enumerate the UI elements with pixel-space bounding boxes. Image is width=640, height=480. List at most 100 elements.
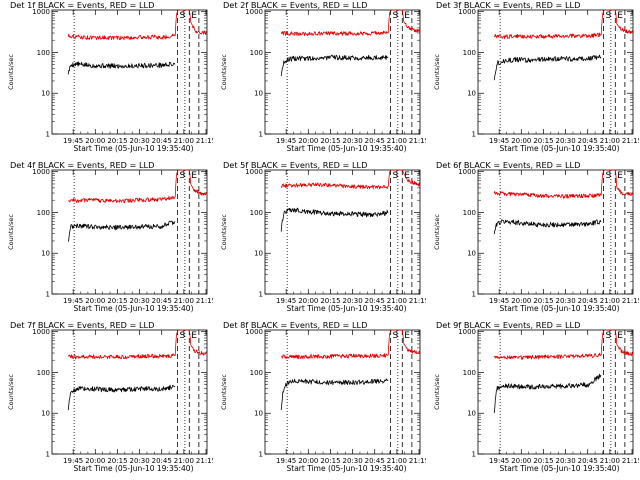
x-tick-label: 20:45: [365, 297, 385, 305]
marker-label-s: S: [179, 171, 185, 181]
y-tick-label: 1: [259, 451, 263, 459]
panel-det-2f: Det 2f BLACK = Events, RED = LLD Counts/s…: [213, 0, 426, 160]
x-tick-label: 20:30: [342, 457, 362, 465]
x-tick-label: 20:00: [85, 457, 105, 465]
panel-det-7f: Det 7f BLACK = Events, RED = LLD Counts/s…: [0, 320, 213, 480]
series-events: [67, 384, 176, 411]
series-events: [280, 207, 389, 232]
y-tick-label: 1000: [32, 328, 50, 336]
chart-title: Det 4f BLACK = Events, RED = LLD: [10, 160, 154, 170]
marker-label-s: S: [392, 171, 398, 181]
y-tick-label: 1: [472, 131, 476, 139]
chart-title: Det 9f BLACK = Events, RED = LLD: [436, 320, 580, 330]
x-tick-label: 20:15: [320, 137, 340, 145]
x-axis-label: Start Time (05-Jun-10 19:35:40): [500, 304, 620, 313]
y-tick-label: 10: [254, 250, 263, 258]
y-tick-label: 100: [463, 49, 476, 57]
x-tick-label: 21:15: [622, 457, 639, 465]
plot-frame: [477, 9, 634, 135]
marker-label-s: S: [392, 11, 398, 21]
chart-svg: Det 1f BLACK = Events, RED = LLD Counts/s…: [7, 0, 213, 153]
y-tick-label: 10: [41, 250, 50, 258]
chart-svg: Det 6f BLACK = Events, RED = LLD Counts/s…: [433, 160, 639, 313]
series-events: [67, 220, 176, 242]
x-axis-label: Start Time (05-Jun-10 19:35:40): [500, 464, 620, 473]
x-tick-label: 20:45: [152, 297, 172, 305]
chart-title: Det 6f BLACK = Events, RED = LLD: [436, 160, 580, 170]
chart-title: Det 8f BLACK = Events, RED = LLD: [223, 320, 367, 330]
x-tick-label: 20:15: [533, 137, 553, 145]
x-tick-label: 19:45: [276, 297, 296, 305]
series-events: [280, 54, 389, 77]
y-tick-label: 1000: [458, 328, 476, 336]
x-tick-label: 20:15: [533, 297, 553, 305]
marker-label-e: E: [617, 11, 623, 21]
y-axis-label: Counts/sec: [433, 374, 441, 410]
series-events: [493, 373, 602, 414]
plot-frame: [264, 329, 421, 455]
x-tick-label: 20:45: [152, 137, 172, 145]
x-tick-label: 20:30: [342, 297, 362, 305]
x-tick-label: 20:45: [365, 457, 385, 465]
panel-det-9f: Det 9f BLACK = Events, RED = LLD Counts/s…: [426, 320, 639, 480]
y-tick-label: 1: [46, 451, 50, 459]
panel-det-3f: Det 3f BLACK = Events, RED = LLD Counts/s…: [426, 0, 639, 160]
plot-frame: [51, 169, 208, 295]
x-axis-label: Start Time (05-Jun-10 19:35:40): [287, 304, 407, 313]
x-tick-label: 21:15: [409, 297, 426, 305]
y-tick-label: 10: [41, 90, 50, 98]
y-axis-label: Counts/sec: [7, 54, 15, 90]
y-tick-label: 100: [250, 369, 263, 377]
plot-frame: [477, 329, 634, 455]
x-tick-label: 20:45: [578, 137, 598, 145]
x-tick-label: 20:30: [129, 457, 149, 465]
y-tick-label: 100: [37, 49, 50, 57]
x-tick-label: 20:15: [320, 297, 340, 305]
plot-frame: [51, 9, 208, 135]
y-axis-label: Counts/sec: [433, 214, 441, 250]
series-lld: [281, 329, 421, 360]
marker-label-e: E: [191, 11, 197, 21]
y-tick-label: 10: [467, 90, 476, 98]
chart-svg: Det 5f BLACK = Events, RED = LLD Counts/s…: [220, 160, 426, 313]
marker-label-e: E: [404, 171, 410, 181]
x-tick-label: 19:45: [489, 297, 509, 305]
x-tick-label: 20:15: [107, 457, 127, 465]
panel-det-1f: Det 1f BLACK = Events, RED = LLD Counts/s…: [0, 0, 213, 160]
y-tick-label: 1: [259, 131, 263, 139]
marker-label-s: S: [605, 331, 611, 341]
series-lld: [493, 329, 634, 360]
x-axis-label: Start Time (05-Jun-10 19:35:40): [500, 144, 620, 153]
x-tick-label: 20:45: [152, 457, 172, 465]
x-tick-label: 20:15: [107, 297, 127, 305]
plot-frame: [51, 329, 208, 455]
chart-svg: Det 7f BLACK = Events, RED = LLD Counts/s…: [7, 320, 213, 473]
chart-svg: Det 3f BLACK = Events, RED = LLD Counts/s…: [433, 0, 639, 153]
x-tick-label: 21:00: [387, 457, 407, 465]
x-tick-label: 19:45: [276, 457, 296, 465]
series-lld: [493, 9, 634, 39]
x-tick-label: 21:15: [409, 137, 426, 145]
marker-label-s: S: [605, 171, 611, 181]
x-tick-label: 19:45: [489, 457, 509, 465]
x-axis-label: Start Time (05-Jun-10 19:35:40): [287, 144, 407, 153]
y-tick-label: 1: [472, 451, 476, 459]
x-axis-label: Start Time (05-Jun-10 19:35:40): [74, 304, 194, 313]
x-tick-label: 20:00: [298, 297, 318, 305]
x-tick-label: 20:00: [85, 137, 105, 145]
x-tick-label: 21:00: [600, 137, 620, 145]
x-tick-label: 21:15: [622, 137, 639, 145]
y-tick-label: 1000: [245, 328, 263, 336]
chart-title: Det 7f BLACK = Events, RED = LLD: [10, 320, 154, 330]
x-tick-label: 20:30: [555, 137, 575, 145]
y-tick-label: 1000: [245, 168, 263, 176]
panel-det-6f: Det 6f BLACK = Events, RED = LLD Counts/s…: [426, 160, 639, 320]
x-tick-label: 21:00: [174, 297, 194, 305]
chart-svg: Det 8f BLACK = Events, RED = LLD Counts/s…: [220, 320, 426, 473]
y-tick-label: 1000: [245, 8, 263, 16]
x-axis-label: Start Time (05-Jun-10 19:35:40): [287, 464, 407, 473]
y-tick-label: 1000: [458, 168, 476, 176]
x-tick-label: 20:00: [85, 297, 105, 305]
x-tick-label: 21:15: [622, 297, 639, 305]
